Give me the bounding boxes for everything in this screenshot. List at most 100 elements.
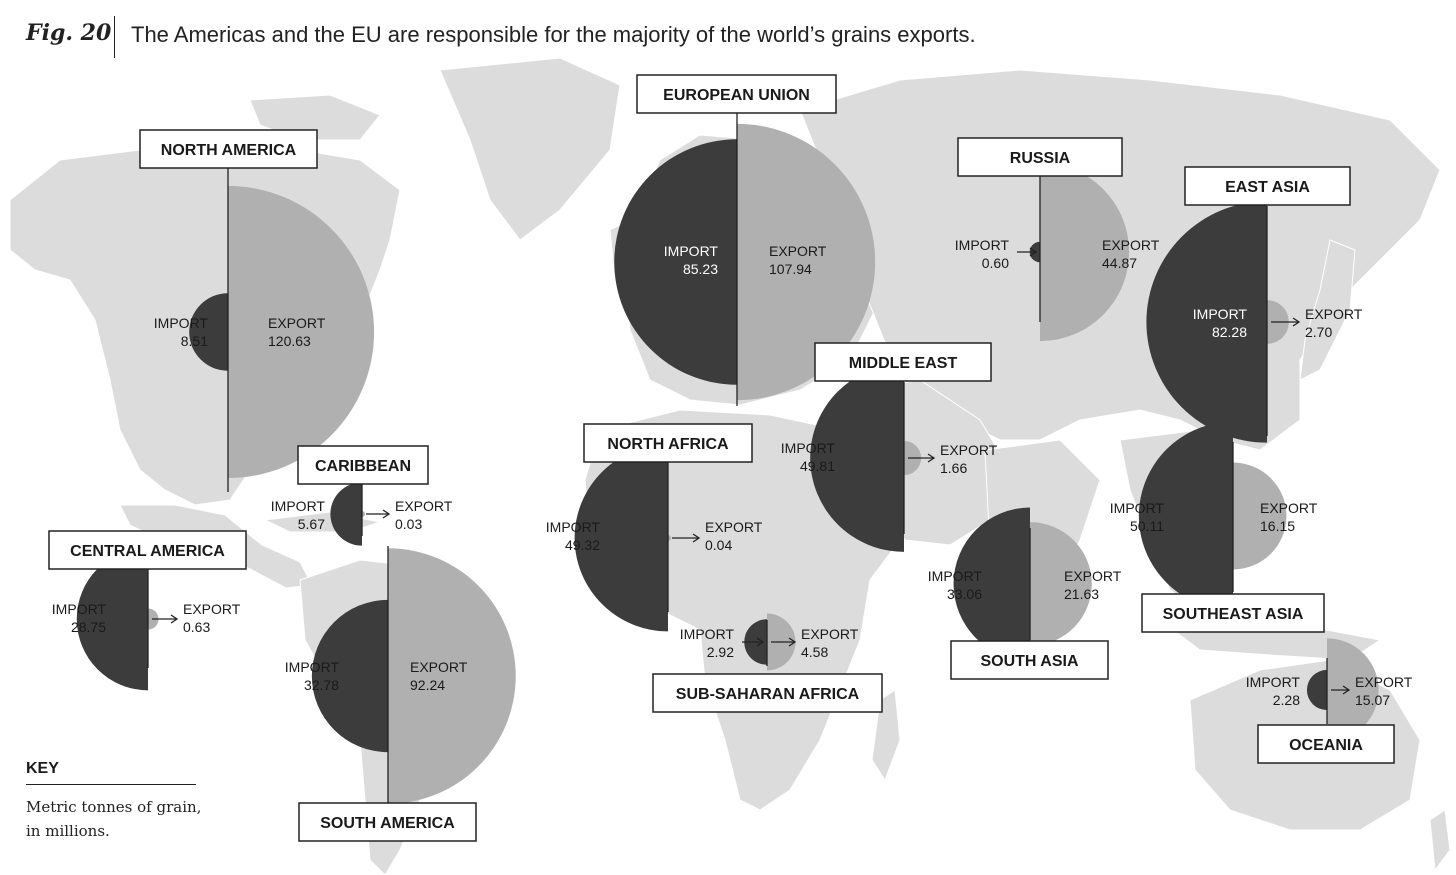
south-asia-label: SOUTH ASIA: [980, 653, 1079, 670]
middle-east-import-caption: IMPORT: [781, 440, 836, 456]
southeast-asia-export-value: 16.15: [1260, 518, 1295, 534]
region-middle-east: MIDDLE EAST IMPORT 49.81 EXPORT 1.66: [781, 342, 998, 552]
land-japan: [1299, 239, 1356, 381]
region-southeast-asia: SOUTHEAST ASIA IMPORT 50.11 EXPORT 16.15: [1110, 421, 1325, 633]
central-america-export-value: 0.63: [183, 619, 210, 635]
southeast-asia-export-half-circle: [1233, 462, 1287, 570]
south-asia-import-caption: IMPORT: [928, 568, 983, 584]
south-asia-export-value: 21.63: [1064, 586, 1099, 602]
european-union-label-box: [636, 74, 837, 114]
north-america-label-box: [139, 129, 318, 169]
european-union-export-value: 107.94: [769, 261, 812, 277]
central-america-import-value: 28.75: [71, 619, 106, 635]
european-union-export-caption: EXPORT: [769, 243, 827, 259]
north-america-import-value: 8.51: [181, 333, 208, 349]
caribbean-import-half-circle: [330, 482, 362, 546]
south-america-label-box: [298, 802, 477, 842]
russia-export-half-circle: [1040, 162, 1130, 342]
european-union-label: EUROPEAN UNION: [663, 87, 810, 104]
caribbean-export-caption: EXPORT: [395, 498, 453, 514]
south-asia-label-box: [950, 640, 1109, 680]
southeast-asia-label: SOUTHEAST ASIA: [1163, 606, 1304, 623]
southeast-asia-import-value: 50.11: [1130, 518, 1164, 534]
central-america-import-half-circle: [76, 547, 148, 691]
east-asia-label-box: [1184, 166, 1351, 206]
east-asia-export-caption: EXPORT: [1305, 306, 1363, 322]
north-africa-import-half-circle: [574, 444, 668, 632]
south-america-label: SOUTH AMERICA: [320, 815, 455, 832]
sub-saharan-africa-export-caption: EXPORT: [801, 626, 859, 642]
caribbean-export-value: 0.03: [395, 516, 422, 532]
russia-label: RUSSIA: [1010, 150, 1071, 167]
caribbean-label: CARIBBEAN: [315, 458, 411, 475]
key-description: Metric tonnes of grain, in millions.: [26, 795, 226, 843]
south-america-export-caption: EXPORT: [410, 659, 468, 675]
southeast-asia-label-box: [1141, 593, 1325, 633]
caribbean-import-caption: IMPORT: [271, 498, 326, 514]
region-east-asia: EAST ASIA IMPORT 82.28 EXPORT 2.70: [1146, 166, 1363, 443]
european-union-import-half-circle: [614, 139, 737, 385]
north-africa-export-value: 0.04: [705, 537, 732, 553]
oceania-export-value: 15.07: [1355, 692, 1390, 708]
oceania-label: OCEANIA: [1289, 737, 1363, 754]
middle-east-import-half-circle: [810, 364, 904, 552]
region-south-america: SOUTH AMERICA IMPORT 32.78 EXPORT 92.24: [285, 546, 516, 842]
north-america-import-caption: IMPORT: [154, 315, 209, 331]
oceania-label-box: [1257, 724, 1395, 764]
south-asia-export-caption: EXPORT: [1064, 568, 1122, 584]
russia-label-box: [957, 137, 1123, 177]
key-divider: [26, 784, 196, 785]
central-america-label: CENTRAL AMERICA: [70, 543, 225, 560]
figure-label: Fig. 20: [26, 20, 112, 46]
north-africa-import-caption: IMPORT: [546, 519, 601, 535]
region-central-america: CENTRAL AMERICA IMPORT 28.75 EXPORT 0.63: [48, 530, 247, 691]
southeast-asia-export-caption: EXPORT: [1260, 500, 1318, 516]
oceania-import-half-circle: [1306, 669, 1327, 711]
sub-saharan-africa-import-value: 2.92: [707, 644, 734, 660]
south-america-export-value: 92.24: [410, 677, 445, 693]
region-south-asia: SOUTH ASIA IMPORT 33.06 EXPORT 21.63: [928, 507, 1122, 680]
north-africa-import-value: 49.32: [565, 537, 600, 553]
european-union-import-value: 85.23: [683, 261, 718, 277]
north-africa-export-half-circle: [668, 535, 671, 541]
figure-title: The Americas and the EU are responsible …: [131, 22, 976, 47]
middle-east-export-value: 1.66: [940, 460, 967, 476]
european-union-export-half-circle: [737, 123, 876, 401]
caribbean-export-half-circle: [362, 511, 365, 517]
land-new-zealand: [1429, 809, 1451, 872]
east-asia-import-caption: IMPORT: [1193, 306, 1248, 322]
sub-saharan-africa-export-value: 4.58: [801, 644, 828, 660]
central-america-label-box: [48, 530, 247, 570]
east-asia-import-half-circle: [1146, 201, 1267, 443]
russia-export-value: 44.87: [1102, 255, 1137, 271]
southeast-asia-import-half-circle: [1138, 421, 1233, 611]
south-america-import-half-circle: [311, 599, 388, 753]
middle-east-label: MIDDLE EAST: [849, 355, 958, 372]
sub-saharan-africa-import-arrow-head: [756, 637, 765, 647]
caribbean-label-box: [297, 445, 429, 485]
north-africa-export-arrow-head: [692, 533, 701, 543]
oceania-import-caption: IMPORT: [1246, 674, 1301, 690]
oceania-export-caption: EXPORT: [1355, 674, 1413, 690]
russia-import-caption: IMPORT: [955, 237, 1010, 253]
east-asia-import-value: 82.28: [1212, 324, 1247, 340]
south-america-export-half-circle: [388, 548, 516, 804]
central-america-export-caption: EXPORT: [183, 601, 241, 617]
region-russia: RUSSIA IMPORT 0.60 EXPORT 44.87: [955, 137, 1160, 342]
north-america-export-half-circle: [228, 185, 375, 479]
key-title: KEY: [26, 760, 59, 777]
region-north-africa: NORTH AFRICA IMPORT 49.32 EXPORT 0.04: [546, 423, 763, 632]
key-line-1: Metric tonnes of grain,: [26, 798, 202, 816]
sub-saharan-africa-import-caption: IMPORT: [680, 626, 735, 642]
caribbean-export-arrow-head: [382, 509, 391, 519]
east-asia-export-value: 2.70: [1305, 324, 1332, 340]
north-america-import-half-circle: [189, 293, 228, 371]
middle-east-label-box: [814, 342, 992, 382]
region-north-america: NORTH AMERICA IMPORT 8.51 EXPORT 120.63: [139, 129, 375, 492]
key-line-2: in millions.: [26, 822, 110, 840]
middle-east-export-arrow-head: [927, 453, 936, 463]
middle-east-import-value: 49.81: [800, 458, 835, 474]
caribbean-import-value: 5.67: [298, 516, 325, 532]
